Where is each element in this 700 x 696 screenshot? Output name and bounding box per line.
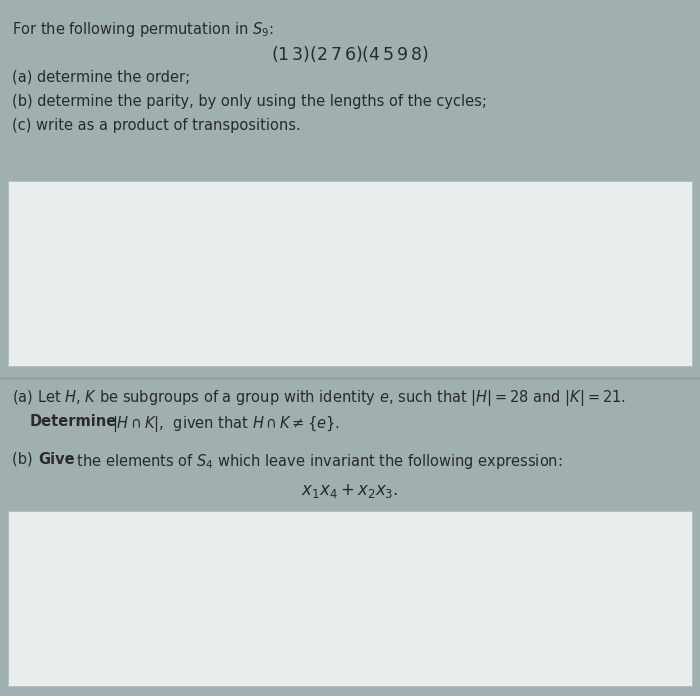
Text: Give: Give [38,452,75,467]
FancyBboxPatch shape [8,511,692,686]
Text: (a) Let $H$, $K$ be subgroups of a group with identity $e$, such that $|H| = 28$: (a) Let $H$, $K$ be subgroups of a group… [12,388,626,408]
Text: Determine: Determine [30,414,118,429]
Text: (b) determine the parity, by only using the lengths of the cycles;: (b) determine the parity, by only using … [12,94,487,109]
Text: (b): (b) [12,452,37,467]
Text: the elements of $S_4$ which leave invariant the following expression:: the elements of $S_4$ which leave invari… [72,452,563,471]
Text: $x_1x_4 + x_2x_3$.: $x_1x_4 + x_2x_3$. [301,482,399,500]
FancyBboxPatch shape [8,181,692,366]
Text: (a) determine the order;: (a) determine the order; [12,70,190,85]
Text: $(1\,3)(2\,7\,6)(4\,5\,9\,8)$: $(1\,3)(2\,7\,6)(4\,5\,9\,8)$ [271,44,429,64]
Text: For the following permutation in $S_9$:: For the following permutation in $S_9$: [12,20,274,39]
Text: (c) write as a product of transpositions.: (c) write as a product of transpositions… [12,118,301,133]
Text: $|H \cap K|$,  given that $H \cap K \neq \{e\}$.: $|H \cap K|$, given that $H \cap K \neq … [112,414,340,434]
